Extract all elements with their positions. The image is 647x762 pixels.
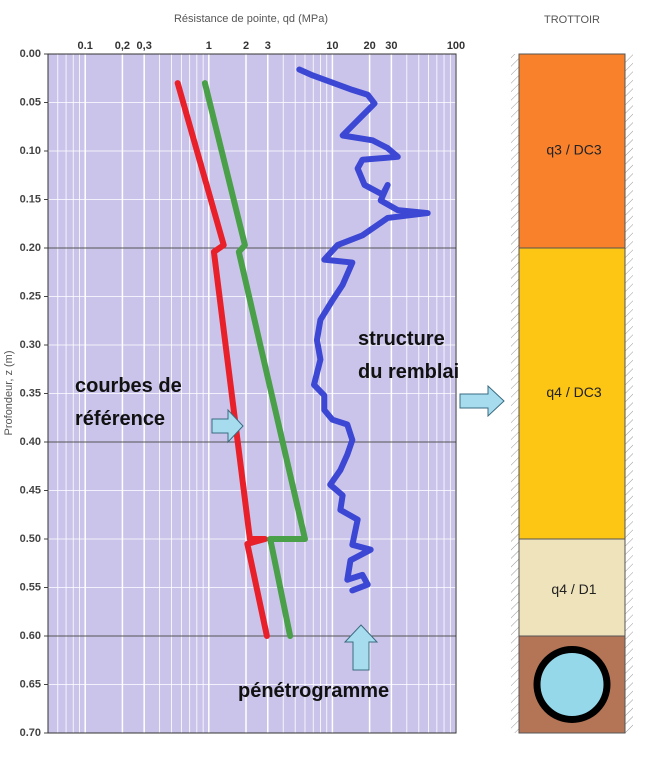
layer: [518, 247, 626, 540]
arrow: [343, 624, 379, 671]
x-tick-label: 2: [243, 40, 249, 52]
line-series: [201, 80, 308, 639]
x-tick-label: 0,2: [115, 40, 130, 52]
layer: [518, 538, 626, 637]
y-tick-label: 0.05: [20, 96, 41, 108]
layer-label: q4 / DC3: [546, 384, 601, 400]
x-tick-label: 30: [385, 40, 397, 52]
y-tick-label: 0.70: [20, 727, 41, 739]
y-tick-label: 0.15: [20, 193, 41, 205]
y-tick-label: 0.25: [20, 290, 41, 302]
layer: [518, 53, 626, 249]
y-tick-label: 0.45: [20, 484, 41, 496]
plot-border: [47, 53, 457, 734]
x-tick-label: 0,3: [137, 40, 152, 52]
y-tick-label: 0.50: [20, 533, 41, 545]
chart-title: Résistance de pointe, qd (MPa): [174, 13, 328, 25]
plot: 0.1 0,2 0,3 1 2 3 10 20 30 100 0.00 0.05 0.10 0.15 0.2…: [3, 13, 465, 739]
annotation: du remblai: [358, 361, 459, 383]
layer-label: q4 / D1: [551, 581, 596, 597]
y-axis-title: Profondeur, z (m): [3, 351, 15, 436]
y-tick-label: 0.20: [20, 242, 41, 254]
y-tick-label: 0.65: [20, 678, 41, 690]
arrows: [211, 384, 505, 671]
x-tick-label: 1: [206, 40, 212, 52]
y-tick-label: 0.40: [20, 436, 41, 448]
arrow: [211, 408, 244, 444]
line-series: [174, 80, 270, 639]
x-tick-label: 20: [363, 40, 375, 52]
y-tick-label: 0.55: [20, 581, 41, 593]
annotation: structure: [358, 328, 445, 350]
column-title: TROTTOIR: [544, 14, 600, 26]
x-tick-label: 3: [265, 40, 271, 52]
x-tick-label: 100: [447, 40, 465, 52]
column: TROTTOIR q3 / DC3 q4 / DC3 q4 / D1: [511, 14, 633, 734]
hatch-right: [625, 54, 633, 733]
annotation: référence: [75, 408, 165, 430]
x-tick-label: 0.1: [78, 40, 93, 52]
x-tick-label: 10: [326, 40, 338, 52]
y-tick-label: 0.10: [20, 145, 41, 157]
y-tick-label: 0.30: [20, 339, 41, 351]
hatch-left: [511, 54, 519, 733]
y-tick-label: 0.35: [20, 387, 41, 399]
arrow: [459, 384, 505, 418]
pipe: [533, 646, 611, 723]
annotation: courbes de: [75, 375, 182, 397]
y-tick-label: 0.00: [20, 48, 41, 60]
layer-label: q3 / DC3: [546, 142, 601, 158]
y-tick-label: 0.60: [20, 630, 41, 642]
line-series: [296, 66, 431, 594]
annotation: pénétrogramme: [238, 680, 389, 702]
